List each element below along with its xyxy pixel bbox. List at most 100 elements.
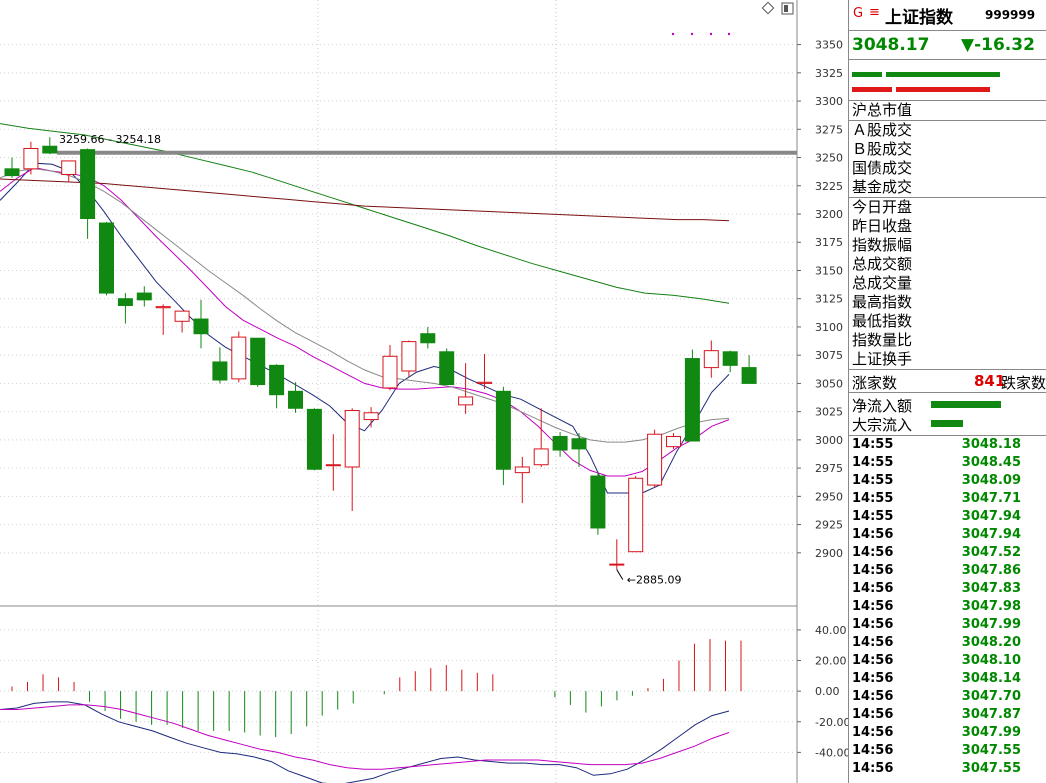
tick-time: 14:56 [852, 545, 894, 560]
tick-row: 14:56 3047.98 [849, 598, 1046, 616]
tick-time: 14:56 [852, 761, 894, 776]
tick-price: 3047.98 [961, 599, 1021, 614]
red-bar-2 [896, 87, 990, 92]
section2-label: Ｂ股成交 [852, 140, 913, 158]
tick-price: 3047.71 [961, 491, 1021, 506]
marker-dot [671, 32, 675, 36]
section3-label: 指数量比 [852, 331, 913, 349]
ytick-label: 3125 [815, 293, 843, 306]
block-inflow-row: 大宗流入 [849, 414, 1046, 434]
g-mark[interactable]: G [853, 6, 864, 21]
tick-row: 14:56 3047.99 [849, 724, 1046, 742]
market-cap-section: 沪总市值 [849, 101, 1046, 121]
tick-price: 3048.20 [961, 635, 1021, 650]
candle-body [458, 396, 474, 406]
ytick-label: 3175 [815, 236, 843, 249]
tick-time: 14:56 [852, 635, 894, 650]
tick-row: 14:56 3047.99 [849, 616, 1046, 634]
candle-body [647, 433, 663, 486]
index-code: 999999 [985, 8, 1036, 22]
tick-row: 14:55 3048.18 [849, 436, 1046, 454]
last-price: 3048.17 [852, 35, 930, 55]
tick-time: 14:55 [852, 473, 894, 488]
section2-label: 国债成交 [852, 159, 913, 177]
tick-price: 3047.94 [961, 509, 1021, 524]
candle-body [401, 341, 417, 372]
macd-dif-line [0, 701, 730, 783]
tick-time: 14:56 [852, 725, 894, 740]
candle-body [514, 466, 530, 474]
marker-dot [690, 32, 694, 36]
ytick-label: 3225 [815, 180, 843, 193]
diamond-icon [761, 1, 775, 15]
down-count-label: 跌家数 [1001, 374, 1046, 392]
section3-label: 总成交量 [852, 274, 913, 292]
tick-price: 3047.94 [961, 527, 1021, 542]
strength-bars [849, 60, 1046, 101]
tick-price: 3047.99 [961, 725, 1021, 740]
candle-body [155, 306, 171, 309]
candle-body [231, 336, 247, 380]
candle-body [174, 310, 190, 322]
marker-dot [709, 32, 713, 36]
up-count-label: 涨家数 [852, 374, 898, 392]
tick-time: 14:56 [852, 563, 894, 578]
ytick-label: 3325 [815, 67, 843, 80]
low-annotation: ←2885.09 [627, 574, 682, 587]
ytick-label: 2900 [815, 547, 843, 560]
net-inflow-bar [931, 401, 1001, 408]
tick-row: 14:55 3047.94 [849, 508, 1046, 526]
candle-body [703, 350, 719, 369]
candle-body [117, 298, 133, 306]
section2-label: Ａ股成交 [852, 121, 913, 139]
panel-header: G ≡ 上证指数 999999 [849, 0, 1046, 31]
tick-price: 3047.99 [961, 617, 1021, 632]
candle-body [325, 464, 341, 467]
tick-row: 14:56 3047.86 [849, 562, 1046, 580]
ma-line [0, 178, 730, 222]
tick-row: 14:56 3047.87 [849, 706, 1046, 724]
breadth-row: 涨家数 841 跌家数 [849, 370, 1046, 393]
candle-body [571, 438, 587, 450]
block-inflow-label: 大宗流入 [852, 416, 913, 434]
candle-body [495, 390, 511, 470]
tick-time: 14:56 [852, 617, 894, 632]
ma-line [0, 168, 730, 443]
tick-row: 14:56 3047.70 [849, 688, 1046, 706]
tick-time: 14:55 [852, 455, 894, 470]
ytick-label: 3025 [815, 406, 843, 419]
candle-body [250, 337, 266, 386]
candle-body [666, 435, 681, 448]
ma-line [0, 123, 730, 304]
ytick-label: 2975 [815, 462, 843, 475]
tick-time: 14:55 [852, 509, 894, 524]
candle-body [363, 412, 379, 421]
kline-chart-area[interactable]: 2900 2925 2950 2975 3000 3025 3050 3075 3100 3125… [0, 0, 848, 783]
ytick-label: 3100 [815, 321, 843, 334]
macd-ytick-label: 0.00 [815, 685, 840, 698]
candle-body [609, 563, 625, 566]
quote-row: 3048.17 ▼-16.32 [849, 31, 1046, 60]
high-annotation: 3259.66 - 3254.18 [59, 133, 161, 146]
tick-list[interactable]: 14:55 3048.18 14:55 3048.45 14:55 3048.09 14:5… [849, 436, 1046, 778]
ytick-label: 3250 [815, 152, 843, 165]
candle-body [628, 477, 644, 553]
candle-body [420, 333, 436, 344]
section3-label: 最高指数 [852, 293, 913, 311]
menu-icon[interactable]: ≡ [869, 5, 880, 20]
candle-body [212, 361, 228, 381]
tick-row: 14:55 3048.09 [849, 472, 1046, 490]
macd-ytick-label: -20.00 [815, 716, 848, 729]
tick-price: 3048.14 [961, 671, 1021, 686]
candle-body [477, 381, 492, 384]
ytick-label: 3050 [815, 377, 843, 390]
section1-label: 沪总市值 [852, 101, 913, 119]
section2-label: 基金成交 [852, 178, 913, 196]
candle-body [552, 435, 568, 451]
tick-time: 14:56 [852, 581, 894, 596]
candle-body [80, 149, 96, 220]
net-inflow-row: 净流入额 [849, 395, 1046, 415]
tick-price: 3047.52 [961, 545, 1021, 560]
net-inflow-label: 净流入额 [852, 397, 913, 415]
tick-row: 14:56 3047.52 [849, 544, 1046, 562]
